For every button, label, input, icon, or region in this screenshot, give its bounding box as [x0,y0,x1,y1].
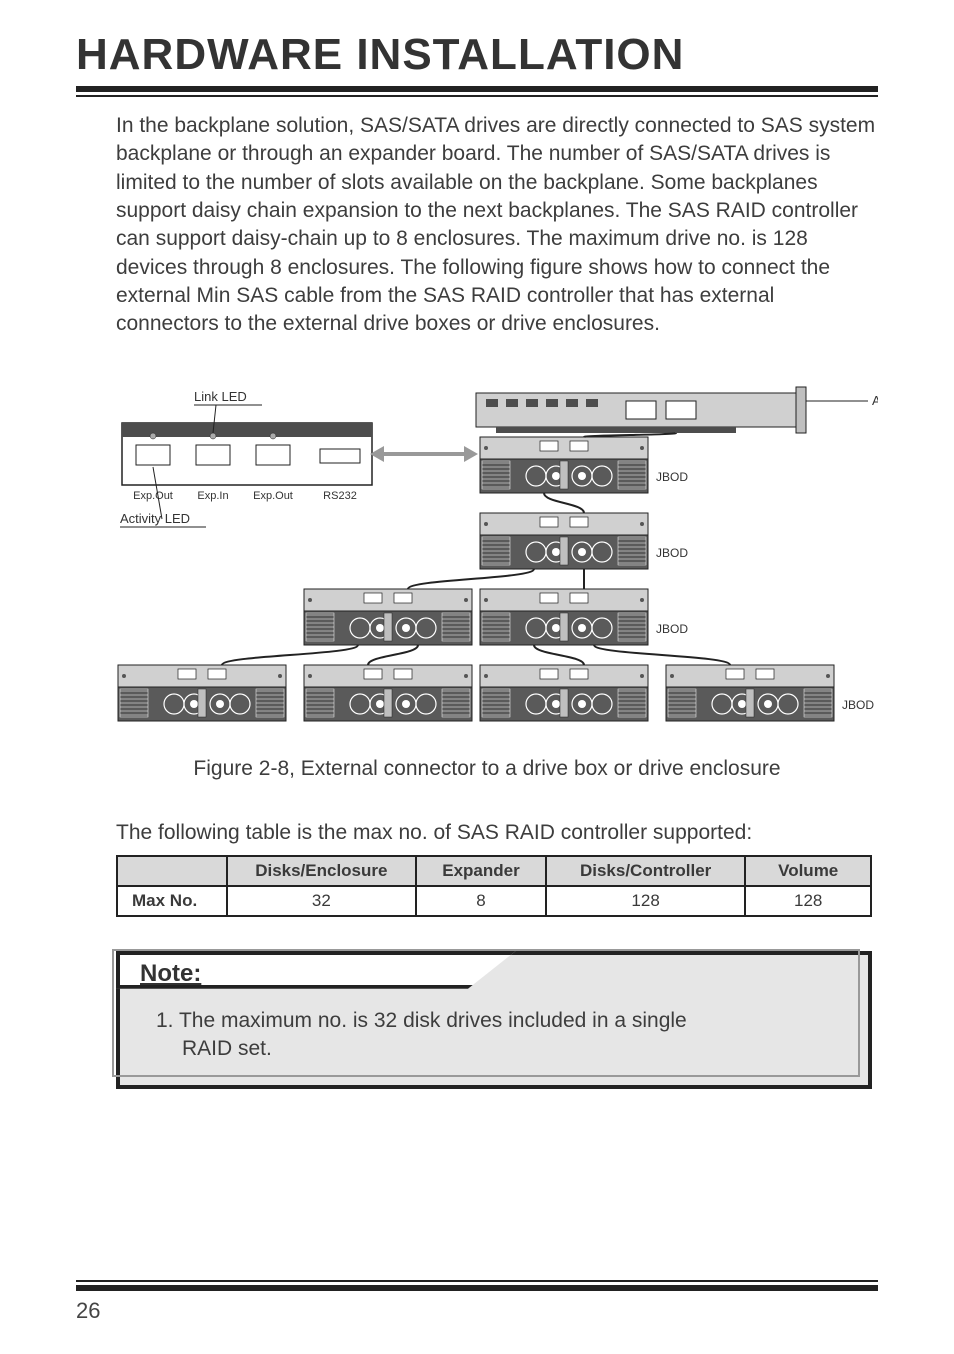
svg-text:Activity LED: Activity LED [120,511,190,526]
table-row-label: Max No. [117,886,227,916]
svg-text:JBOD: JBOD [656,470,688,484]
table-header-row: Disks/Enclosure Expander Disks/Controlle… [117,856,871,886]
table-intro: The following table is the max no. of SA… [116,821,878,845]
page-title: HARDWARE INSTALLATION [76,30,878,80]
svg-text:Exp.Out: Exp.Out [253,490,293,502]
svg-text:RS232: RS232 [323,490,357,502]
page: HARDWARE INSTALLATION In the backplane s… [0,0,954,1354]
daisy-chain-diagram: ARECA SAS RAID Adapter RS232 Exp.Out Exp.In… [96,367,878,747]
note-label: Note: [140,960,201,988]
note-line1: The maximum no. is 32 disk drives includ… [179,1009,687,1032]
svg-text:Exp.In: Exp.In [197,490,228,502]
table-header-disks-enclosure: Disks/Enclosure [227,856,417,886]
spec-table: Disks/Enclosure Expander Disks/Controlle… [116,855,872,917]
diagram-figure: ARECA SAS RAID Adapter RS232 Exp.Out Exp.In… [96,367,878,781]
table-cell-disks-controller: 128 [546,886,746,916]
table-header-blank [117,856,227,886]
title-rule [76,86,878,98]
svg-text:JBOD: JBOD [842,698,874,712]
table-header-disks-controller: Disks/Controller [546,856,746,886]
note-item-number: 1. [156,1009,174,1032]
svg-text:ARECA SAS RAID Adapter: ARECA SAS RAID Adapter [872,393,878,408]
svg-text:JBOD: JBOD [656,622,688,636]
table-cell-expander: 8 [416,886,546,916]
page-number: 26 [76,1298,100,1324]
table-row: Max No. 32 8 128 128 [117,886,871,916]
body-paragraph: In the backplane solution, SAS/SATA driv… [116,112,878,339]
note-box: Note: 1. The maximum no. is 32 disk driv… [116,951,872,1090]
svg-text:JBOD: JBOD [656,546,688,560]
table-cell-disks-enclosure: 32 [227,886,417,916]
bottom-rule [76,1280,878,1292]
figure-caption: Figure 2-8, External connector to a driv… [96,757,878,781]
note-line2: RAID set. [182,1035,844,1063]
table-cell-volume: 128 [745,886,871,916]
svg-text:Link LED: Link LED [194,389,247,404]
table-header-volume: Volume [745,856,871,886]
svg-text:Exp.Out: Exp.Out [133,490,173,502]
note-body: 1. The maximum no. is 32 disk drives inc… [156,1007,844,1064]
table-header-expander: Expander [416,856,546,886]
